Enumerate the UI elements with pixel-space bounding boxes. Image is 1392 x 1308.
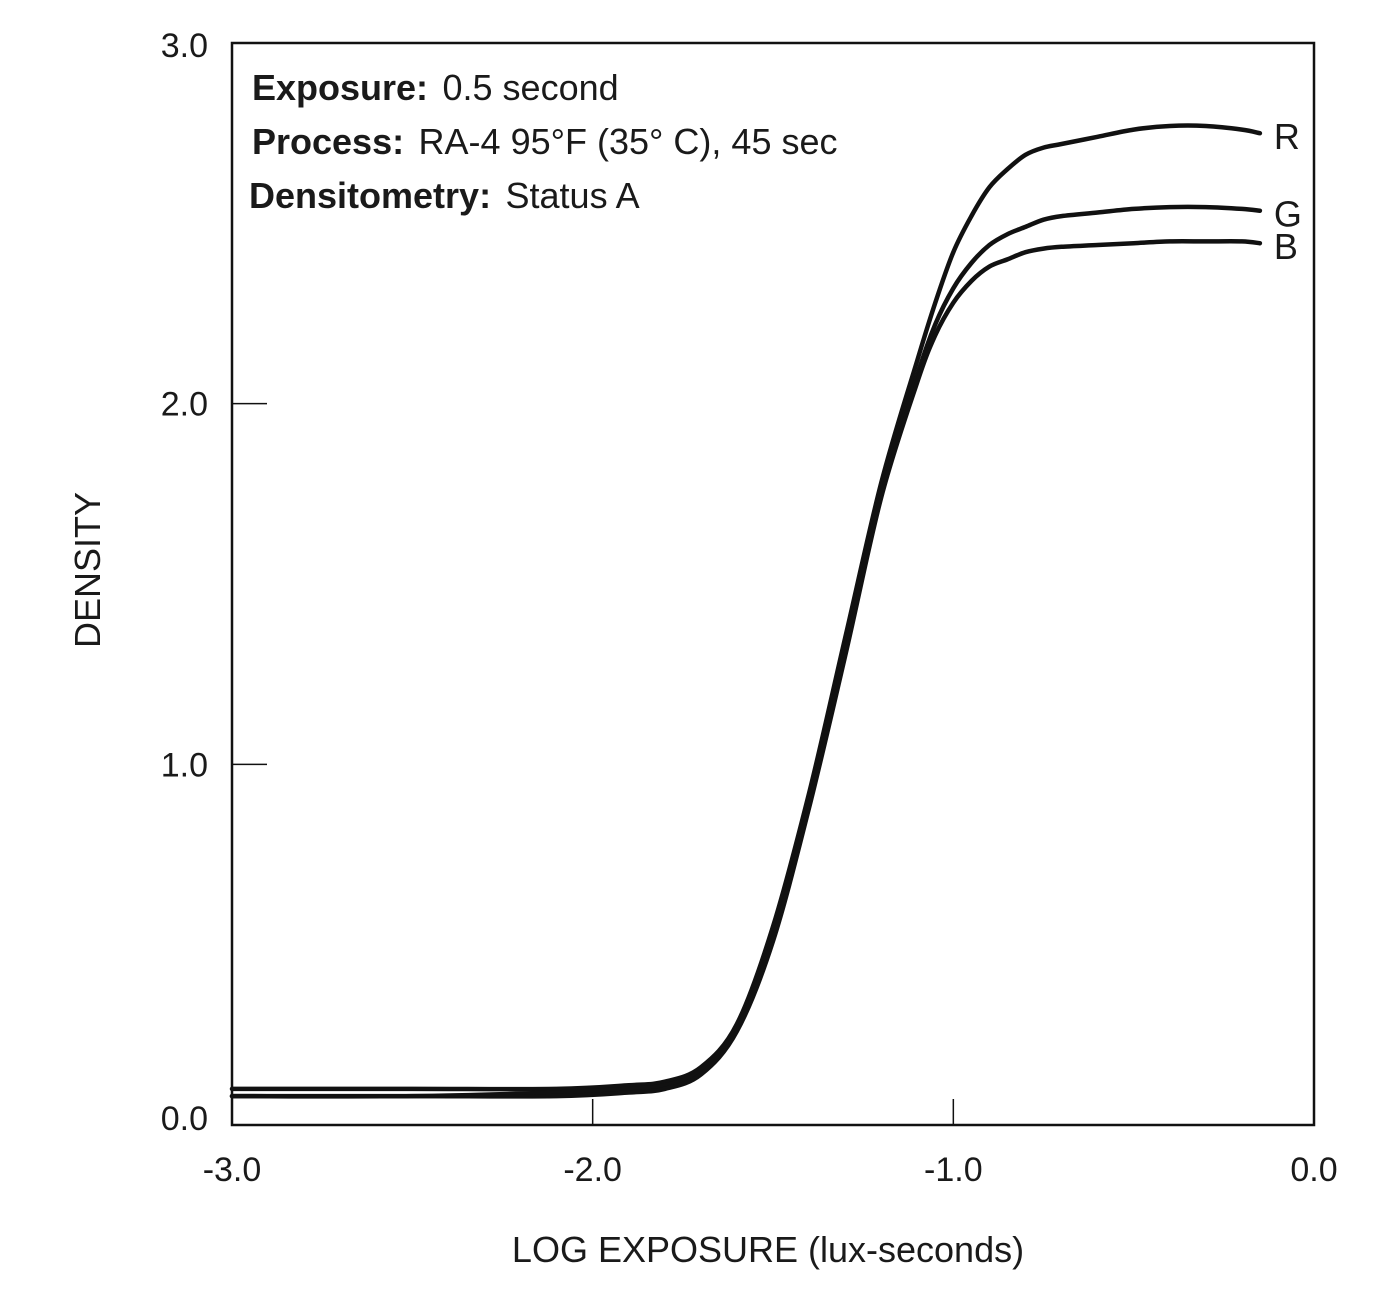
series-label-r: R bbox=[1274, 116, 1300, 157]
y-tick-label-1: 1.0 bbox=[161, 746, 208, 784]
annotation-densitometry-key: Densitometry: bbox=[249, 175, 491, 216]
annotation-exposure: Exposure: 0.5 second bbox=[252, 67, 619, 108]
annotation-exposure-key: Exposure: bbox=[252, 67, 428, 108]
annotation-process: Process: RA-4 95°F (35° C), 45 sec bbox=[252, 121, 838, 162]
axis-tick-labels: -3.0 -2.0 -1.0 0.0 0.0 1.0 2.0 3.0 bbox=[161, 27, 1338, 1189]
annotation-block: Exposure: 0.5 second Process: RA-4 95°F … bbox=[249, 67, 838, 216]
plot-frame bbox=[230, 41, 1316, 1127]
series-label-b: B bbox=[1274, 226, 1298, 267]
series-labels: RGB bbox=[1274, 116, 1302, 267]
series-label-g: G bbox=[1274, 194, 1302, 235]
annotation-densitometry: Densitometry: Status A bbox=[249, 175, 640, 216]
x-axis-title: LOG EXPOSURE (lux-seconds) bbox=[512, 1229, 1024, 1270]
curve-r bbox=[229, 123, 1263, 1092]
x-tick-label-2: -1.0 bbox=[924, 1151, 983, 1189]
y-tick-label-3: 3.0 bbox=[161, 27, 208, 65]
x-tick-label-3: 0.0 bbox=[1290, 1151, 1337, 1189]
y-axis-title: DENSITY bbox=[67, 492, 108, 648]
x-tick-label-1: -2.0 bbox=[563, 1151, 622, 1189]
annotation-densitometry-value: Status A bbox=[506, 175, 640, 216]
x-tick-label-0: -3.0 bbox=[203, 1151, 262, 1189]
axis-ticks bbox=[232, 402, 955, 1125]
annotation-process-key: Process: bbox=[252, 121, 404, 162]
curve-g bbox=[229, 204, 1263, 1099]
curve-b bbox=[229, 239, 1263, 1099]
series-curves bbox=[229, 123, 1263, 1099]
y-tick-label-2: 2.0 bbox=[161, 386, 208, 424]
annotation-exposure-value: 0.5 second bbox=[443, 67, 619, 108]
annotation-process-value: RA-4 95°F (35° C), 45 sec bbox=[419, 121, 838, 162]
y-tick-label-0: 0.0 bbox=[161, 1100, 208, 1138]
